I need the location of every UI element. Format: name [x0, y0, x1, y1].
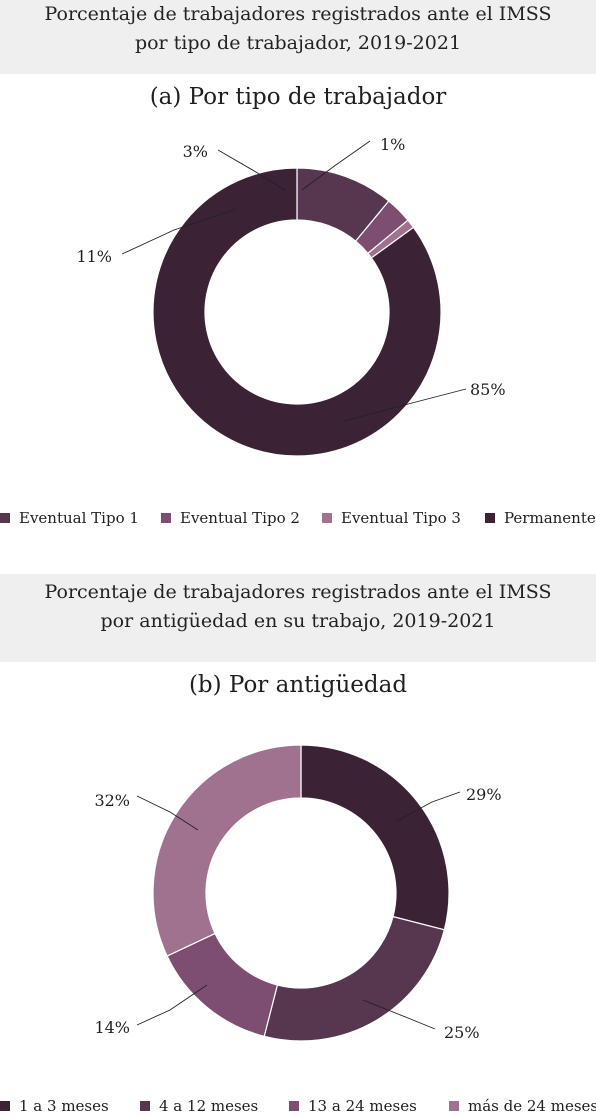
chart-b-header-line-2: por antigüedad en su trabajo, 2019-2021: [100, 610, 496, 632]
chart-b-header: Porcentaje de trabajadores registrados a…: [0, 574, 596, 662]
chart-b-legend-item: más de 24 meses: [449, 1097, 596, 1115]
chart-b-legend-item: 1 a 3 meses: [0, 1097, 109, 1115]
chart-b-slice-4-a-12-meses: [263, 915, 446, 1042]
chart-b-leader-line: [136, 795, 199, 831]
chart-a-legend-swatch: [161, 513, 171, 523]
chart-a-legend-swatch: [0, 513, 10, 523]
chart-b-data-label: 32%: [94, 791, 130, 810]
chart-a-legend-label: Permanente: [504, 509, 596, 527]
chart-b-legend-label: 1 a 3 meses: [19, 1097, 109, 1115]
chart-b-legend-swatch: [140, 1101, 150, 1111]
chart-b-title: (b) Por antigüedad: [188, 672, 408, 698]
chart-a-header-line-2: por tipo de trabajador, 2019-2021: [134, 32, 462, 54]
chart-b-legend: 1 a 3 meses 4 a 12 meses 13 a 24 meses más …: [0, 1097, 596, 1119]
chart-a-legend-item: Permanente: [485, 509, 596, 527]
chart-b-legend-label: 4 a 12 meses: [159, 1097, 259, 1115]
chart-b-data-label: 14%: [94, 1018, 130, 1037]
chart-a-data-label: 85%: [470, 380, 506, 399]
chart-a-legend-item: Eventual Tipo 2: [161, 509, 300, 527]
chart-a-legend-swatch: [485, 513, 495, 523]
chart-a-legend-label: Eventual Tipo 3: [341, 509, 461, 527]
chart-b-legend-label: más de 24 meses: [468, 1097, 596, 1115]
chart-a-legend-label: Eventual Tipo 2: [180, 509, 300, 527]
chart-a-data-label: 3%: [183, 142, 208, 161]
chart-a-legend: Eventual Tipo 1 Eventual Tipo 2 Eventual T…: [0, 509, 596, 531]
chart-b-header-line-1: Porcentaje de trabajadores registrados a…: [44, 581, 552, 603]
chart-b-slice-m-s-de-24-meses: [152, 744, 302, 957]
chart-b-legend-label: 13 a 24 meses: [308, 1097, 417, 1115]
chart-a-title: (a) Por tipo de trabajador: [149, 84, 447, 110]
chart-a-leader-line: [343, 388, 467, 422]
chart-b-legend-item: 4 a 12 meses: [140, 1097, 258, 1115]
chart-a-legend-label: Eventual Tipo 1: [19, 509, 139, 527]
chart-b-legend-swatch: [0, 1101, 10, 1111]
chart-a-legend-item: Eventual Tipo 3: [322, 509, 461, 527]
chart-b-legend-swatch: [289, 1101, 299, 1111]
chart-b-leader-line: [362, 999, 436, 1030]
chart-a-slice-permanente: [152, 167, 442, 457]
chart-a-data-label: 11%: [76, 247, 112, 266]
chart-b-leader-line: [136, 984, 208, 1026]
chart-b-slice-1-a-3-meses: [300, 744, 450, 931]
chart-a-header-line-1: Porcentaje de trabajadores registrados a…: [44, 3, 552, 25]
chart-a-leader-line: [121, 208, 237, 255]
chart-a-legend-swatch: [322, 513, 332, 523]
chart-a-leader-line: [301, 140, 371, 191]
chart-b-legend-swatch: [449, 1101, 459, 1111]
chart-a-leader-line: [217, 149, 287, 192]
chart-b-data-label: 25%: [444, 1023, 480, 1042]
chart-a-legend-item: Eventual Tipo 1: [0, 509, 139, 527]
chart-b-donut: 29% 25% 14% 32%: [94, 744, 502, 1042]
chart-a-header: Porcentaje de trabajadores registrados a…: [0, 0, 596, 74]
chart-a-data-label: 1%: [380, 135, 405, 154]
chart-b-legend-item: 13 a 24 meses: [289, 1097, 417, 1115]
chart-b-leader-line: [396, 791, 461, 822]
chart-b-data-label: 29%: [466, 785, 502, 804]
chart-a-donut: 11% 3% 1% 85%: [76, 135, 506, 457]
